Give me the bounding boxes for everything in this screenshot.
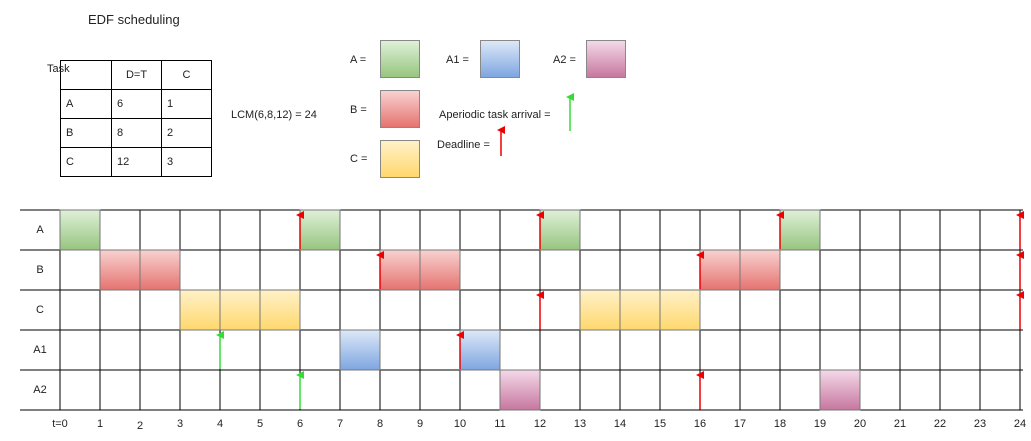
legend-a1-label: A1 = — [446, 54, 469, 66]
row-label: A1 — [33, 344, 46, 356]
task-deadline: 12 — [111, 147, 162, 177]
tick-label: 15 — [654, 418, 666, 430]
tick-label: 23 — [974, 418, 986, 430]
tick-label: 9 — [417, 418, 423, 430]
legend-a2-label: A2 = — [553, 54, 576, 66]
task-row: C 12 3 — [60, 147, 212, 177]
legend-c-swatch — [380, 140, 420, 178]
schedule-block — [299, 209, 341, 251]
tick-label: 17 — [734, 418, 746, 430]
row-label: C — [36, 304, 44, 316]
schedule-block — [499, 369, 541, 411]
tick-label: 19 — [814, 418, 826, 430]
tick-label: 14 — [614, 418, 626, 430]
tick-label: 24 — [1014, 418, 1026, 430]
deadline-legend-label: Deadline = — [437, 139, 490, 151]
tick-label: 1 — [97, 418, 103, 430]
task-name: B — [60, 118, 112, 148]
tick-label: 4 — [217, 418, 223, 430]
diagram-title: EDF scheduling — [88, 12, 180, 27]
task-cost: 1 — [161, 89, 212, 119]
task-cost: 2 — [161, 118, 212, 148]
task-cost: 3 — [161, 147, 212, 177]
tick-label: 21 — [894, 418, 906, 430]
tick-label: 16 — [694, 418, 706, 430]
schedule-block — [539, 209, 581, 251]
task-table-header: Task D=T C — [47, 60, 212, 90]
legend-a-label: A = — [350, 54, 367, 66]
schedule-block — [339, 329, 381, 371]
tick-label: 3 — [177, 418, 183, 430]
tick-label: 2 — [137, 420, 143, 432]
tick-label: 11 — [494, 418, 505, 430]
row-label: B — [36, 264, 43, 276]
schedule-block — [459, 329, 501, 371]
legend-a1-swatch — [480, 40, 520, 78]
tick-label: 18 — [774, 418, 786, 430]
tick-label: 12 — [534, 418, 546, 430]
legend-b-label: B = — [350, 104, 367, 116]
schedule-block — [779, 209, 821, 251]
row-label: A2 — [33, 384, 46, 396]
legend-c-label: C = — [350, 153, 368, 165]
legend-a-swatch — [380, 40, 420, 78]
task-deadline: 6 — [111, 89, 162, 119]
schedule-block — [59, 209, 101, 251]
legend-a2-swatch — [586, 40, 626, 78]
schedule-block — [819, 369, 861, 411]
task-row: A 6 1 — [60, 89, 212, 119]
tick-label: 7 — [337, 418, 343, 430]
header-deadline: D=T — [111, 60, 162, 90]
task-table: Task D=T C A 6 1 B 8 2 C 12 3 — [47, 60, 212, 177]
tick-label: 5 — [257, 418, 263, 430]
tick-label: 10 — [454, 418, 466, 430]
header-cost: C — [161, 60, 212, 90]
row-label: A — [36, 224, 44, 236]
tick-label: 13 — [574, 418, 586, 430]
schedule-block — [579, 289, 701, 331]
tick-label: 22 — [934, 418, 946, 430]
task-name: A — [60, 89, 112, 119]
tick-label: 8 — [377, 418, 383, 430]
legend-b-swatch — [380, 90, 420, 128]
header-task: Task — [47, 60, 112, 90]
header-task-label: Task — [47, 63, 70, 75]
lcm-label: LCM(6,8,12) = 24 — [231, 109, 317, 121]
schedule-block — [179, 289, 301, 331]
aperiodic-legend-label: Aperiodic task arrival = — [439, 109, 551, 121]
tick-label: 20 — [854, 418, 866, 430]
tick-label: t=0 — [52, 418, 68, 430]
tick-label: 6 — [297, 418, 303, 430]
